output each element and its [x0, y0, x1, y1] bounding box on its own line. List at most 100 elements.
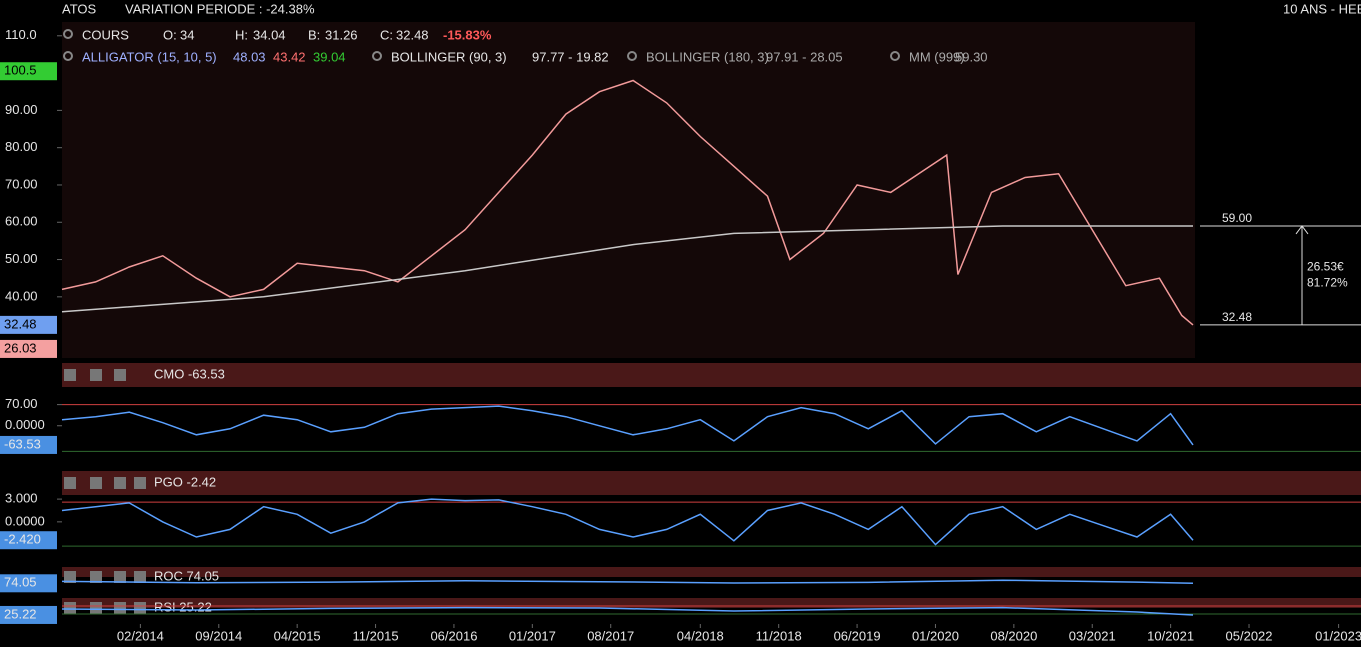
o: 34	[180, 27, 194, 42]
gear[interactable]	[372, 51, 382, 61]
series-line	[61, 405, 1194, 446]
value-tag	[0, 605, 57, 624]
series-line	[61, 579, 1194, 585]
indicator-button[interactable]	[90, 477, 102, 489]
b: 31.26	[325, 27, 358, 42]
indicator-title: PGO -2.42	[154, 474, 216, 489]
y-tick-label: 70.00	[5, 176, 38, 191]
value-tag-label: -2.420	[4, 532, 41, 547]
indicator-button[interactable]	[64, 602, 76, 614]
change: -15.83%	[443, 27, 492, 42]
x-tick-label: 05/2022	[1226, 628, 1273, 643]
x-tick-label: 10/2021	[1147, 628, 1194, 643]
b-label: B:	[308, 27, 320, 42]
x-tick-label: 06/2016	[430, 628, 477, 643]
gear[interactable]	[627, 51, 637, 61]
value-tag-label: 25.22	[4, 606, 37, 621]
gain-pct: 81.72%	[1307, 276, 1348, 290]
alligator-v3: 39.04	[313, 49, 346, 64]
gain-arrow-head	[1295, 225, 1309, 235]
x-tick-label: 08/2017	[587, 628, 634, 643]
alligator-v1: 48.03	[233, 49, 266, 64]
price-tag	[0, 62, 57, 81]
value-tag	[0, 435, 57, 454]
indicator-header	[62, 598, 1361, 608]
header: ATOS VARIATION PERIODE : -24.38% 10 ANS …	[62, 1, 1361, 64]
indicator-title: CMO -63.53	[154, 366, 225, 381]
c: 32.48	[396, 27, 429, 42]
gear[interactable]	[63, 51, 73, 61]
series-line	[61, 79, 1194, 326]
indicator-header	[62, 567, 1361, 577]
c-label: C:	[380, 27, 393, 42]
x-tick-label: 01/2020	[912, 628, 959, 643]
o-label: O:	[163, 27, 177, 42]
gear[interactable]	[63, 29, 73, 39]
indicator-button[interactable]	[90, 602, 102, 614]
alligator-v2: 43.42	[273, 49, 306, 64]
indicator-button[interactable]	[134, 477, 146, 489]
range: 10 ANS - HEB	[1283, 1, 1361, 16]
value-tag-label: -63.53	[4, 436, 41, 451]
indicator-button[interactable]	[114, 571, 126, 583]
level-label: 59.00	[1222, 211, 1252, 225]
x-tick-label: 01/2023	[1315, 628, 1361, 643]
x-tick-label: 02/2014	[117, 628, 164, 643]
h: 34.04	[253, 27, 286, 42]
y-tick-label: 110.0	[5, 27, 37, 42]
indicator-button[interactable]	[114, 602, 126, 614]
x-tick-label: 11/2018	[756, 628, 802, 643]
indicator-button[interactable]	[90, 369, 102, 381]
variation: VARIATION PERIODE : -24.38%	[125, 1, 315, 16]
mm: MM (999)	[909, 49, 965, 64]
gear[interactable]	[890, 51, 900, 61]
symbol: ATOS	[62, 1, 97, 16]
x-tick-label: 04/2015	[274, 628, 321, 643]
price-tag-label: 32.48	[4, 316, 37, 331]
value-tag	[0, 531, 57, 550]
y-tick-label: 70.00	[5, 396, 38, 411]
indicator-button[interactable]	[64, 477, 76, 489]
x-tick-label: 01/2017	[509, 628, 556, 643]
value-tag	[0, 574, 57, 593]
h-label: H:	[235, 27, 248, 42]
bollinger-180: BOLLINGER (180, 3)	[646, 49, 769, 64]
indicator-button[interactable]	[64, 369, 76, 381]
price-tag-label: 100.5	[4, 63, 37, 78]
x-tick-label: 03/2021	[1069, 628, 1116, 643]
y-tick-label: 0.0000	[5, 417, 45, 432]
series-line	[61, 225, 1193, 313]
indicator-header	[62, 471, 1361, 495]
indicator-button[interactable]	[114, 477, 126, 489]
indicator-title: RSI 25.22	[154, 599, 212, 614]
alligator: ALLIGATOR (15, 10, 5)	[82, 49, 217, 64]
indicator-title: ROC 74.05	[154, 568, 219, 583]
x-tick-label: 06/2019	[834, 628, 881, 643]
x-tick-label: 04/2018	[677, 628, 724, 643]
gain-label: 26.53€	[1307, 260, 1344, 274]
y-tick-label: 60.00	[5, 214, 38, 229]
indicator-button[interactable]	[134, 571, 146, 583]
indicator-button[interactable]	[134, 602, 146, 614]
y-tick-label: 50.00	[5, 251, 38, 266]
bollinger-90: BOLLINGER (90, 3)	[391, 49, 507, 64]
value-tag-label: 74.05	[4, 575, 37, 590]
bollinger-180-values: 97.91 - 28.05	[766, 49, 843, 64]
price-tag	[0, 339, 57, 358]
y-tick-label: 80.00	[5, 139, 38, 154]
level-label: 32.48	[1222, 310, 1252, 324]
x-tick-label: 08/2020	[990, 628, 1037, 643]
indicator-button[interactable]	[64, 571, 76, 583]
cours: COURS	[82, 27, 129, 42]
indicator-button[interactable]	[90, 571, 102, 583]
series-line	[61, 606, 1194, 616]
x-tick-label: 09/2014	[195, 628, 242, 643]
price-tag-label: 26.03	[4, 340, 37, 355]
indicator-button[interactable]	[114, 369, 126, 381]
y-tick-label: 0.0000	[5, 513, 45, 528]
price-tag	[0, 315, 57, 334]
indicator-header	[62, 363, 1361, 387]
x-tick-label: 11/2015	[353, 628, 399, 643]
plot-area	[62, 22, 1195, 358]
